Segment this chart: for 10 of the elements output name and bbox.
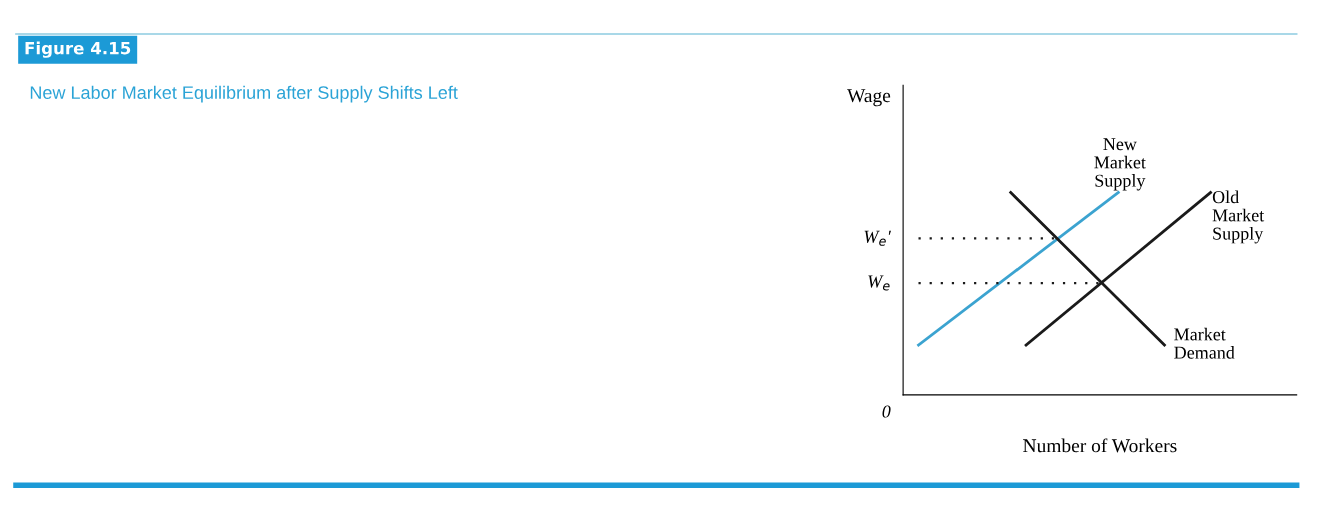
y-axis-title: Wage: [847, 89, 891, 107]
text: W$_{e}$: [868, 275, 890, 291]
text: 0: [882, 405, 891, 418]
series-label: New Market Supply: [1094, 138, 1146, 191]
series-label: Old Market Supply: [1212, 190, 1265, 244]
text: Figure 4.15: [25, 41, 131, 58]
series-label: Market Demand: [1174, 327, 1235, 359]
text: New Labor Market Equilibrium after Supply Shifts Left: [30, 85, 458, 103]
text: W$_{e}$′: [864, 230, 892, 246]
x-axis-title: Number of Workers: [1023, 438, 1177, 453]
